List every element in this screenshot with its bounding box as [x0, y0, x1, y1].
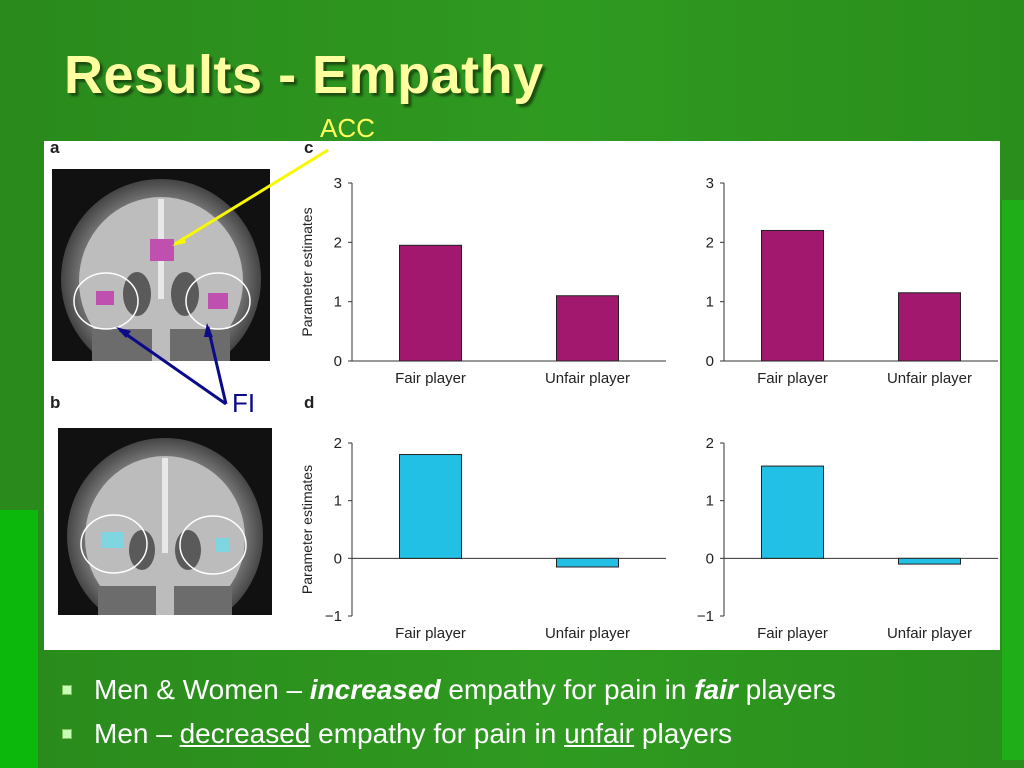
x-tick-label: Unfair player — [545, 370, 630, 387]
bar — [399, 454, 462, 559]
y-tick-label: 3 — [706, 175, 714, 192]
bullet-emphasis: increased — [309, 674, 441, 705]
bullet-emphasis: fair — [694, 674, 738, 705]
y-tick-label: 0 — [334, 353, 342, 370]
fi-arrowhead-left — [116, 327, 131, 338]
y-tick-label: 0 — [706, 550, 714, 567]
bar — [399, 244, 462, 362]
x-tick-label: Fair player — [395, 625, 466, 642]
y-tick-label: 1 — [706, 294, 714, 311]
slide-title: Results - Empathy — [64, 45, 544, 105]
bullet-square-icon — [62, 685, 72, 695]
y-tick-label: 0 — [334, 550, 342, 567]
bullet-item: Men & Women – increased empathy for pain… — [58, 668, 836, 712]
bar — [761, 229, 824, 362]
acc-arrow — [174, 148, 329, 246]
panel-label-d: d — [304, 393, 315, 412]
y-tick-label: 1 — [334, 493, 342, 510]
bullet-text: Men & Women – — [94, 674, 310, 705]
panel-label-a: a — [50, 138, 60, 157]
bullet-text: empathy for pain in — [440, 674, 695, 705]
y-tick-label: −1 — [697, 608, 714, 625]
bar — [556, 557, 619, 568]
y-tick-label: 2 — [706, 234, 714, 251]
bullet-text: empathy for pain in — [310, 718, 565, 749]
bullet-square-icon — [62, 729, 72, 739]
y-axis-label: Parameter estimates — [299, 465, 315, 594]
panel-label-c: c — [304, 138, 314, 157]
bullet-text: players — [737, 674, 836, 705]
chart-c-left: 0 1 2 3 Parameter estimates Fair player Unfair… — [299, 175, 666, 387]
bar — [898, 557, 961, 565]
y-tick-label: 2 — [334, 435, 342, 452]
chart-d-right: −1 0 1 2 Fair player Unfair player — [697, 435, 998, 642]
brain-scan-a — [52, 169, 270, 361]
y-tick-label: 1 — [334, 294, 342, 311]
y-tick-label: −1 — [325, 608, 342, 625]
y-tick-label: 2 — [334, 234, 342, 251]
x-tick-label: Fair player — [757, 370, 828, 387]
bullet-text: Men – — [94, 718, 180, 749]
bullet-underline: unfair — [564, 718, 635, 749]
left-accent-bar — [0, 510, 38, 768]
bar — [556, 295, 619, 362]
bullet-item: Men – decreased empathy for pain in unfa… — [58, 712, 836, 756]
bullet-underline: decreased — [179, 718, 311, 749]
bar — [761, 465, 824, 559]
fi-label: FI — [232, 388, 256, 418]
x-tick-label: Unfair player — [887, 370, 972, 387]
fi-arrowhead-right — [204, 323, 213, 337]
y-tick-label: 2 — [706, 435, 714, 452]
y-tick-label: 1 — [706, 493, 714, 510]
bullet-list: Men & Women – increased empathy for pain… — [58, 668, 836, 756]
chart-d-left: −1 0 1 2 Parameter estimates Fair player Unfai… — [299, 435, 666, 642]
x-tick-label: Fair player — [757, 625, 828, 642]
fi-arrow-left — [119, 328, 227, 406]
x-tick-label: Unfair player — [887, 625, 972, 642]
bar — [898, 292, 961, 362]
acc-arrowhead — [172, 236, 186, 246]
y-axis-label: Parameter estimates — [299, 207, 315, 336]
figure-panel: a c b d — [44, 138, 1000, 650]
acc-label: ACC — [320, 113, 375, 143]
chart-c-right: 0 1 2 3 Fair player Unfair player — [706, 175, 998, 387]
panel-label-b: b — [50, 393, 61, 412]
right-accent-bar — [1002, 200, 1024, 760]
fi-arrow-right — [206, 326, 228, 405]
x-tick-label: Unfair player — [545, 625, 630, 642]
brain-scan-b — [58, 428, 272, 615]
y-tick-label: 3 — [334, 175, 342, 192]
bullet-text: players — [634, 718, 733, 749]
x-tick-label: Fair player — [395, 370, 466, 387]
y-tick-label: 0 — [706, 353, 714, 370]
